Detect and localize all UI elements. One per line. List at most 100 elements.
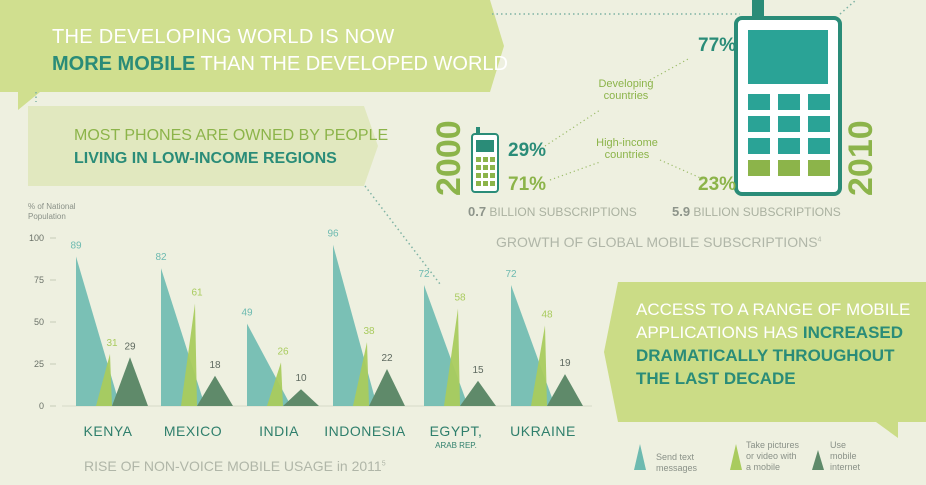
- percentage-connectors: [544, 57, 706, 181]
- y-tick-label: 75: [34, 275, 44, 285]
- legend-marker-internet: [812, 450, 824, 470]
- bar-take-pictures: [531, 325, 547, 406]
- y-tick-label: 0: [39, 401, 44, 411]
- value-label-send-text: 49: [241, 308, 253, 319]
- value-label-mobile-internet: 10: [295, 373, 307, 384]
- pct-2000-developing: 29%: [508, 140, 547, 161]
- category-label: KENYA: [84, 423, 133, 439]
- legend-s2-line-3: a mobile: [746, 462, 781, 472]
- legend-mobile-internet: Use mobile internet: [830, 440, 860, 473]
- value-label-send-text: 72: [505, 269, 517, 280]
- bar-send-text: [247, 323, 291, 406]
- bar-take-pictures: [353, 342, 369, 406]
- legend-marker-text: [634, 444, 646, 470]
- applications-banner: [618, 282, 926, 422]
- legend-marker-pictures: [730, 444, 742, 470]
- subs-2000-text: BILLION SUBSCRIPTIONS: [486, 205, 637, 219]
- legend-s2-line-1: Take pictures: [746, 440, 800, 450]
- headline-line-2: MORE MOBILE THAN THE DEVELOPED WORLD: [52, 51, 508, 78]
- bar-mobile-internet: [369, 369, 405, 406]
- phone-2010-icon: [734, 0, 842, 196]
- value-label-take-pictures: 61: [191, 288, 203, 299]
- chart-ylabel: % of National Population: [28, 202, 76, 222]
- value-label-take-pictures: 58: [454, 293, 466, 304]
- developing-label-line-1: Developing: [598, 78, 654, 90]
- subscriptions-caption-text: GROWTH OF GLOBAL MOBILE SUBSCRIPTIONS: [496, 234, 818, 250]
- legend-s1-line-2: messages: [656, 463, 698, 473]
- legend-take-pictures: Take pictures or video with a mobile: [746, 440, 799, 473]
- value-label-send-text: 89: [70, 240, 82, 251]
- value-label-send-text: 82: [155, 252, 167, 263]
- value-label-mobile-internet: 29: [124, 341, 136, 352]
- applications-line-3: DRAMATICALLY THROUGHOUT: [636, 346, 895, 365]
- subscriptions-caption: GROWTH OF GLOBAL MOBILE SUBSCRIPTIONS4: [496, 234, 821, 250]
- applications-banner-notch: [604, 282, 618, 422]
- category-label: INDIA: [259, 423, 299, 439]
- bar-mobile-internet: [197, 375, 233, 406]
- pct-2000-high-income: 71%: [508, 174, 547, 195]
- applications-emphasis: INCREASED: [802, 323, 904, 342]
- dev-connector-right: [649, 57, 691, 81]
- high-connector-left: [549, 161, 601, 181]
- chart-title-text: RISE OF NON-VOICE MOBILE USAGE in 2011: [84, 458, 382, 474]
- category-sublabel: ARAB REP.: [435, 441, 477, 450]
- headline-line-1: THE DEVELOPING WORLD IS NOW: [52, 26, 395, 48]
- bar-take-pictures: [444, 308, 460, 406]
- subs-2000-total: 0.7 BILLION SUBSCRIPTIONS: [468, 204, 637, 219]
- headline-banner-notch: [490, 0, 504, 92]
- value-label-mobile-internet: 15: [472, 365, 484, 376]
- subs-2010-total: 5.9 BILLION SUBSCRIPTIONS: [672, 204, 841, 219]
- headline-banner-tail: [18, 92, 40, 110]
- subheadline-line-1: MOST PHONES ARE OWNED BY PEOPLE: [74, 127, 389, 144]
- bar-mobile-internet: [112, 357, 148, 406]
- category-label: UKRAINE: [510, 423, 576, 439]
- subs-2000-number: 0.7: [468, 204, 487, 219]
- applications-line-1: ACCESS TO A RANGE OF MOBILE: [636, 300, 911, 319]
- value-label-take-pictures: 26: [277, 346, 289, 357]
- y-tick-label: 100: [29, 233, 44, 243]
- subheadline-banner-notch: [364, 106, 378, 186]
- dev-connector-left: [544, 109, 601, 147]
- chart-title: RISE OF NON-VOICE MOBILE USAGE in 20115: [84, 458, 386, 474]
- high-income-label-line-1: High-income: [596, 137, 658, 149]
- subs-2010-text: BILLION SUBSCRIPTIONS: [690, 205, 841, 219]
- value-label-mobile-internet: 18: [209, 360, 221, 371]
- high-income-label-line-2: countries: [604, 149, 650, 161]
- connector-lines: [35, 0, 857, 285]
- applications-banner-tail: [876, 422, 898, 438]
- pct-2010-developing: 77%: [698, 35, 737, 56]
- bar-mobile-internet: [460, 380, 496, 406]
- y-tick-label: 25: [34, 359, 44, 369]
- y-tick-label: 50: [34, 317, 44, 327]
- applications-line-2: APPLICATIONS HAS INCREASED: [636, 321, 903, 344]
- value-label-take-pictures: 31: [106, 338, 118, 349]
- value-label-take-pictures: 38: [363, 326, 375, 337]
- applications-line-4: THE LAST DECADE: [636, 369, 796, 388]
- legend-s3-line-1: Use: [830, 440, 847, 450]
- value-label-send-text: 72: [418, 269, 430, 280]
- developing-label-line-2: countries: [603, 90, 649, 102]
- value-label-take-pictures: 48: [541, 309, 553, 320]
- bar-mobile-internet: [547, 374, 583, 406]
- bar-take-pictures: [181, 303, 197, 406]
- subheadline-line-2: LIVING IN LOW-INCOME REGIONS: [74, 150, 337, 167]
- phone-2000-icon: [471, 127, 499, 193]
- bar-take-pictures: [96, 353, 112, 406]
- value-label-send-text: 96: [327, 229, 339, 240]
- high-income-label: High-income countries: [582, 137, 672, 161]
- subscriptions-caption-footnote: 4: [817, 236, 822, 244]
- legend-s1-line-1: Send text: [656, 452, 695, 462]
- legend-text-messages: Send text messages: [656, 452, 697, 474]
- bar-mobile-internet: [283, 389, 319, 406]
- value-label-mobile-internet: 19: [559, 358, 571, 369]
- bar-take-pictures: [267, 362, 283, 406]
- bar-send-text: [333, 244, 377, 406]
- legend-s3-line-3: internet: [830, 462, 861, 472]
- chart-ylabel-line-1: % of National: [28, 202, 76, 211]
- chart-title-footnote: 5: [381, 460, 386, 468]
- pct-2010-high-income: 23%: [698, 174, 737, 195]
- applications-line-2-rest: APPLICATIONS HAS: [636, 323, 803, 342]
